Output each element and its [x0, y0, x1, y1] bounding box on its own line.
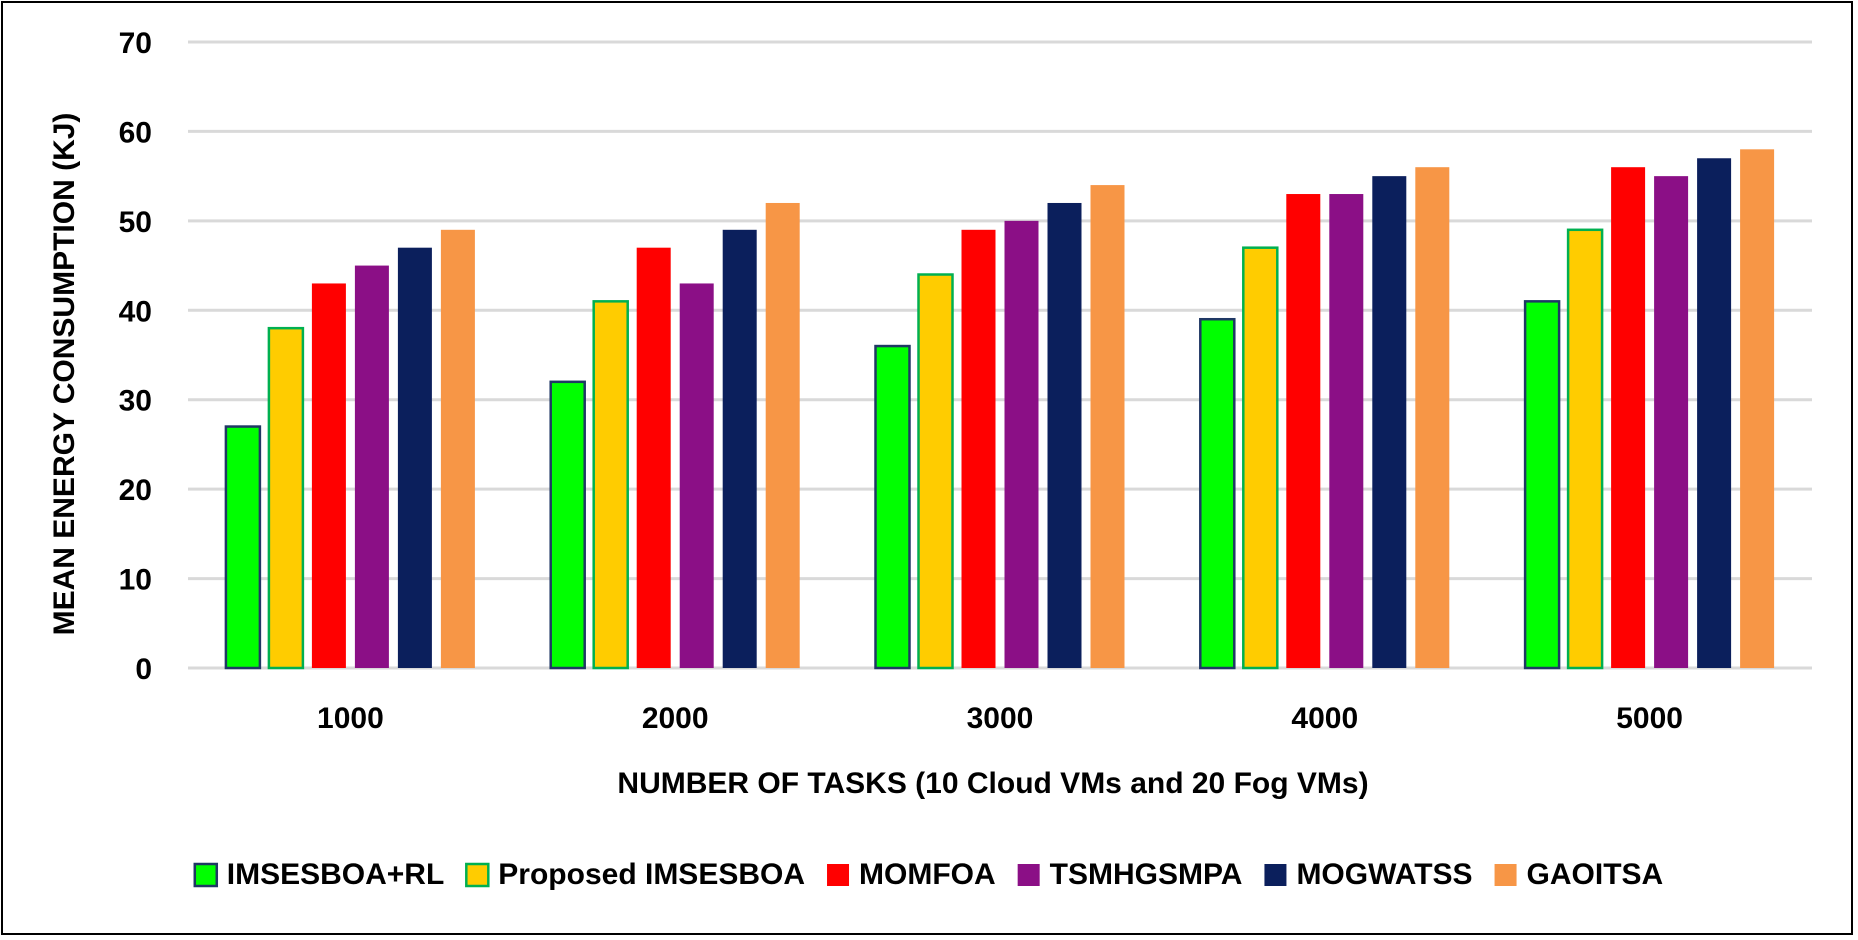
legend-label: MOGWATSS: [1296, 858, 1472, 891]
legend-label: GAOITSA: [1527, 858, 1664, 891]
y-tick-label: 30: [119, 385, 152, 418]
y-tick-label: 0: [135, 653, 152, 686]
x-tick-label: 2000: [642, 702, 709, 735]
bar-mogwatss-5000: [1697, 158, 1732, 668]
y-tick-label: 70: [119, 27, 152, 60]
bar-momfoa-3000: [961, 229, 996, 669]
legend-swatch: [1017, 864, 1040, 886]
bar-tsmhgsmpa-1000: [354, 265, 389, 668]
bar-imsesboa-rl-4000: [1199, 317, 1236, 670]
y-axis-ticks: 0 10 20 30 40 50 60 70: [119, 27, 152, 686]
bar-imsesboa-rl-2000: [549, 380, 586, 670]
bar-tsmhgsmpa-2000: [679, 283, 714, 668]
legend-swatch: [193, 862, 219, 888]
x-tick-label: 4000: [1291, 702, 1358, 735]
bar-mogwatss-1000: [397, 247, 432, 668]
legend-label: IMSESBOA+RL: [227, 858, 445, 891]
bar-gaoitsa-4000: [1415, 167, 1450, 668]
bar-momfoa-1000: [311, 283, 346, 668]
x-axis-ticks: 1000 2000 3000 4000 5000: [317, 702, 1683, 735]
bar-proposed-imsesboa-1000: [267, 326, 305, 670]
bar-momfoa-5000: [1611, 167, 1646, 668]
x-tick-label: 1000: [317, 702, 384, 735]
y-tick-label: 60: [119, 116, 152, 149]
y-tick-label: 50: [119, 206, 152, 239]
bar-proposed-imsesboa-5000: [1566, 228, 1604, 670]
bar-mogwatss-4000: [1372, 176, 1407, 668]
legend-label: MOMFOA: [859, 858, 996, 891]
legend-swatch: [465, 862, 490, 888]
bars: [224, 149, 1775, 670]
legend-item-mogwatss: MOGWATSS: [1264, 858, 1473, 891]
x-tick-label: 5000: [1616, 702, 1683, 735]
bar-mogwatss-3000: [1047, 202, 1082, 668]
bar-mogwatss-2000: [722, 229, 757, 669]
bar-tsmhgsmpa-5000: [1654, 176, 1689, 668]
bar-imsesboa-rl-3000: [874, 344, 911, 670]
legend-swatch: [1494, 864, 1517, 886]
y-tick-label: 10: [119, 564, 152, 597]
legend-swatch: [827, 864, 850, 886]
legend-label: Proposed IMSESBOA: [498, 858, 805, 891]
bar-gaoitsa-3000: [1090, 185, 1125, 669]
bar-imsesboa-rl-1000: [224, 425, 262, 670]
bar-momfoa-4000: [1286, 194, 1321, 668]
bar-gaoitsa-2000: [765, 202, 800, 668]
x-axis-title: NUMBER OF TASKS (10 Cloud VMs and 20 Fog…: [617, 767, 1368, 800]
bar-proposed-imsesboa-2000: [592, 300, 629, 670]
y-tick-label: 20: [119, 474, 152, 507]
legend-item-gaoitsa: GAOITSA: [1494, 858, 1664, 891]
legend-label: TSMHGSMPA: [1050, 858, 1243, 891]
legend-item-proposed-imsesboa: Proposed IMSESBOA: [465, 858, 805, 891]
legend-item-tsmhgsmpa: TSMHGSMPA: [1017, 858, 1243, 891]
bar-gaoitsa-1000: [440, 229, 475, 669]
bar-tsmhgsmpa-3000: [1004, 220, 1039, 668]
x-tick-label: 3000: [967, 702, 1034, 735]
bar-tsmhgsmpa-4000: [1329, 194, 1364, 668]
bar-proposed-imsesboa-4000: [1242, 246, 1279, 670]
legend-swatch: [1264, 864, 1287, 886]
y-tick-label: 40: [119, 295, 152, 328]
bar-momfoa-2000: [636, 247, 671, 668]
bar-imsesboa-rl-5000: [1523, 300, 1561, 670]
legend-item-momfoa: MOMFOA: [827, 858, 996, 891]
bar-gaoitsa-5000: [1740, 149, 1775, 669]
y-axis-title: MEAN ENERGY CONSUMPTION (KJ): [48, 113, 81, 636]
bar-proposed-imsesboa-3000: [917, 273, 954, 670]
legend-item-imsesboa-rl: IMSESBOA+RL: [193, 858, 445, 891]
legend: IMSESBOA+RL Proposed IMSESBOA MOMFOA TSMHGS…: [193, 858, 1664, 891]
